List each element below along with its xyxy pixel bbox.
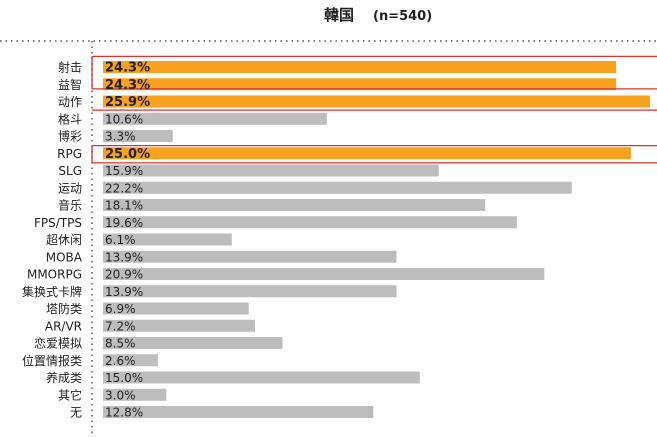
value-label: 13.9%: [105, 250, 143, 264]
category-label: 运动: [58, 181, 82, 195]
category-label: FPS/TPS: [34, 216, 82, 230]
value-label: 20.9%: [105, 268, 143, 282]
category-label: MOBA: [46, 250, 83, 264]
value-label: 8.5%: [105, 337, 136, 351]
category-label: 集换式卡牌: [22, 284, 82, 299]
category-label: 无: [70, 406, 82, 420]
highlight-outlines: [91, 55, 657, 164]
value-label: 25.9%: [105, 95, 150, 110]
bar-12: [103, 250, 397, 263]
value-label: 15.9%: [105, 164, 143, 178]
bar-9: [103, 199, 486, 211]
bar-6: [103, 147, 631, 160]
value-label: 18.1%: [105, 199, 143, 213]
bar-17: [103, 337, 283, 349]
bar-5: [103, 130, 173, 142]
category-label: 恋爱模拟: [34, 336, 82, 351]
bar-2: [103, 78, 617, 91]
bar-11: [103, 233, 232, 246]
value-label: 13.9%: [105, 285, 143, 299]
bar-4: [103, 112, 327, 125]
value-label: 3.3%: [105, 130, 136, 144]
bar-15: [103, 302, 249, 315]
bar-13: [103, 268, 545, 280]
value-labels: 24.3% 24.3% 25.9% 10.6% 3.3% 25.0% 15.9% 22.2% 1…: [105, 61, 150, 420]
category-label: MMORPG: [27, 268, 82, 282]
category-label: 超休闲: [46, 232, 82, 247]
value-label: 3.0%: [105, 388, 136, 402]
chart-title: 韓国: [324, 6, 354, 24]
category-label: 养成类: [46, 370, 82, 385]
chart-subtitle: (n=540): [373, 9, 432, 24]
bar-8: [103, 181, 572, 194]
bar-19: [103, 371, 420, 384]
bar-7: [103, 164, 439, 177]
value-label: 10.6%: [105, 112, 143, 126]
value-label: 24.3%: [105, 61, 150, 76]
value-label: 6.1%: [105, 233, 136, 247]
value-label: 25.0%: [105, 147, 150, 162]
category-label: AR/VR: [45, 319, 82, 333]
value-label: 19.6%: [105, 216, 143, 230]
bar-18: [103, 354, 158, 367]
category-label: 动作: [58, 95, 82, 109]
category-label: 益智: [58, 77, 82, 92]
bars-group: [103, 61, 650, 418]
plot-frame: [0, 40, 657, 437]
bar-1: [103, 61, 617, 73]
bar-10: [103, 216, 517, 229]
bar-20: [103, 388, 167, 401]
category-label: 其它: [58, 387, 82, 402]
category-label: 位置情报类: [22, 353, 82, 368]
category-label: RPG: [57, 147, 82, 161]
category-label: 塔防类: [46, 301, 82, 316]
value-label: 7.2%: [105, 319, 136, 333]
value-label: 24.3%: [105, 78, 150, 93]
value-label: 22.2%: [105, 181, 143, 195]
category-label: 音乐: [58, 198, 82, 213]
value-label: 6.9%: [105, 302, 136, 316]
value-label: 12.8%: [105, 406, 143, 420]
bar-14: [103, 285, 397, 298]
value-label: 2.6%: [105, 354, 136, 368]
bar-16: [103, 319, 256, 332]
category-label: 博彩: [58, 129, 82, 144]
category-label: 射击: [58, 60, 82, 75]
category-label: 格斗: [58, 111, 82, 126]
bar-3: [103, 95, 650, 108]
value-label: 15.0%: [105, 371, 143, 385]
category-label: SLG: [58, 164, 82, 178]
bar-21: [103, 406, 374, 418]
